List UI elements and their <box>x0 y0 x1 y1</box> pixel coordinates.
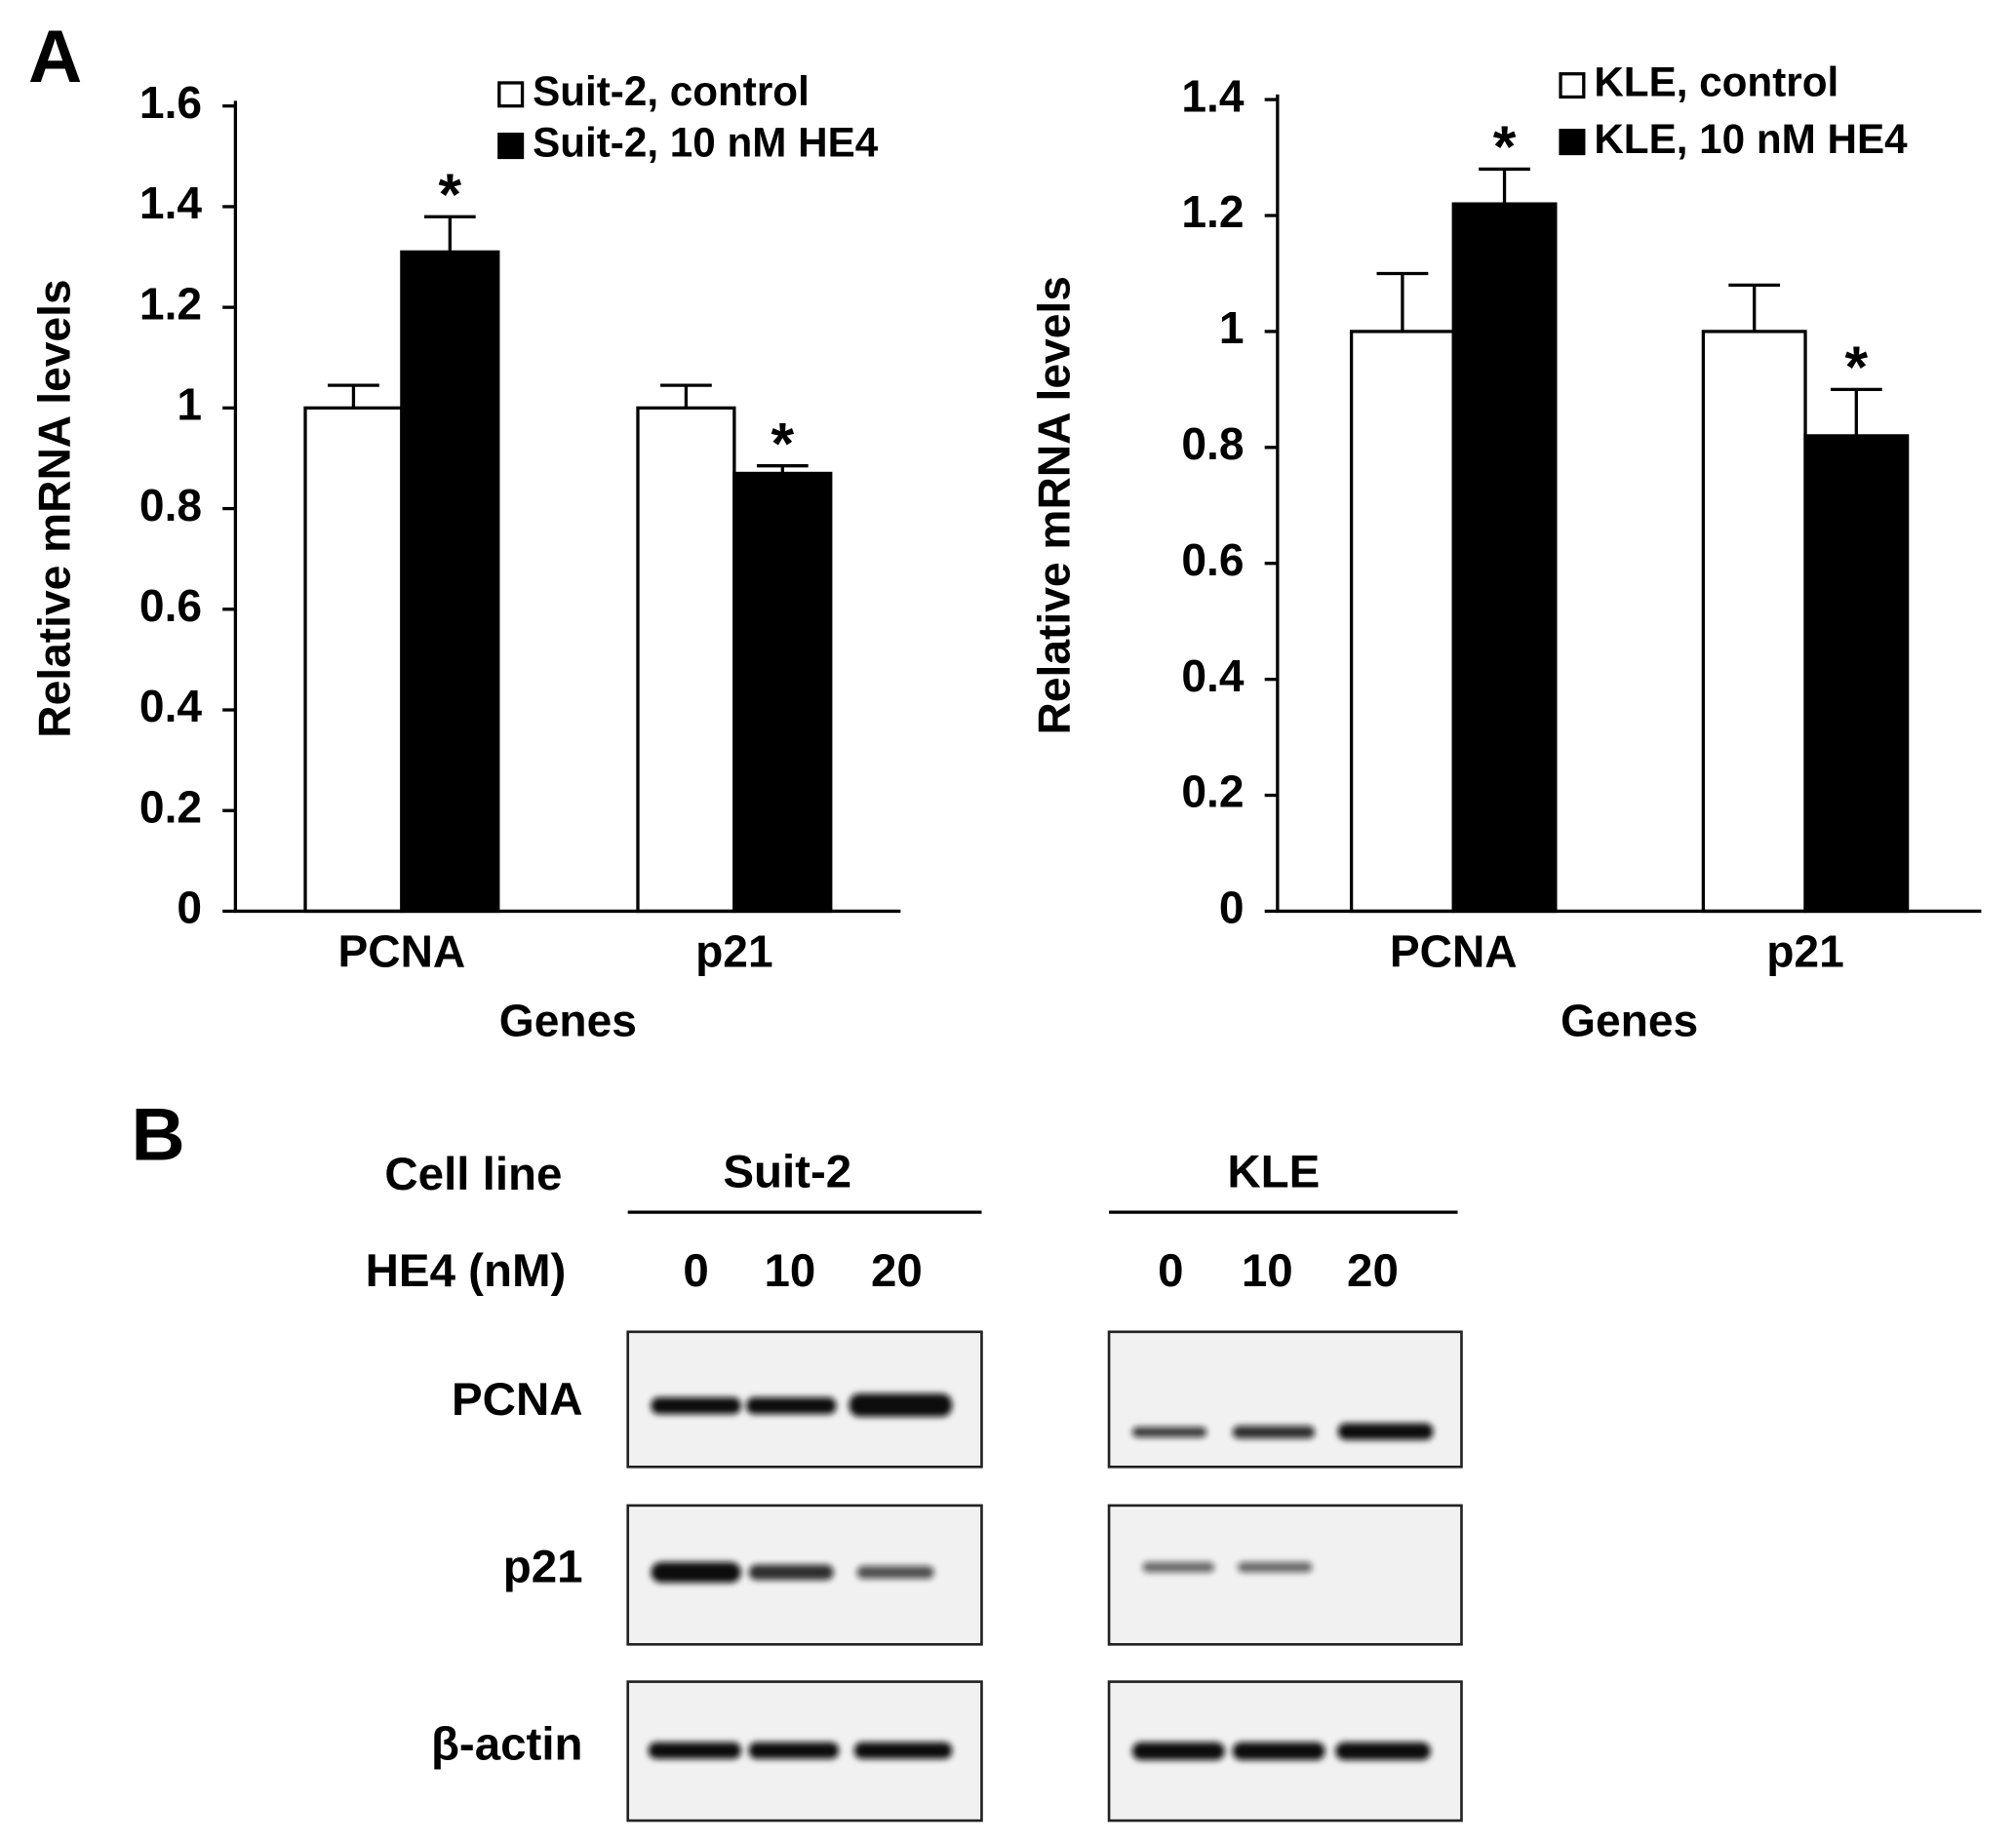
blot-group: KLE <box>1227 1146 1320 1197</box>
band <box>648 1742 741 1759</box>
bar <box>1451 202 1558 914</box>
bar <box>1701 330 1807 914</box>
y-tick-label: 0.6 <box>1181 534 1244 585</box>
blot-header: Cell line <box>384 1149 562 1200</box>
band <box>1131 1742 1225 1761</box>
band <box>1131 1427 1207 1437</box>
band <box>746 1397 837 1415</box>
y-tick-label: 0 <box>1219 882 1245 933</box>
panel-label: B <box>132 1093 185 1176</box>
band <box>1142 1561 1215 1573</box>
legend-swatch <box>1559 129 1586 156</box>
legend-label: Suit-2, 10 nM HE4 <box>533 120 879 166</box>
dose: 10 <box>1242 1245 1293 1297</box>
blot-group: Suit-2 <box>723 1146 851 1197</box>
protein-label: β-actin <box>431 1718 583 1770</box>
y-tick-label: 0.2 <box>1181 766 1244 817</box>
dose: 0 <box>683 1245 708 1297</box>
y-axis-label: Relative mRNA levels <box>29 279 80 737</box>
legend-swatch <box>497 81 525 108</box>
band <box>1232 1742 1325 1761</box>
blot-images <box>626 1330 1463 1823</box>
y-tick-label: 1.4 <box>1181 70 1244 121</box>
band <box>748 1564 834 1581</box>
dose: 20 <box>871 1245 923 1297</box>
legend-swatch <box>1559 72 1586 99</box>
error-bar <box>660 383 712 409</box>
y-tick-label: 1 <box>1219 302 1245 353</box>
dose: 0 <box>1158 1245 1183 1297</box>
axes <box>1276 94 1982 914</box>
error-bar <box>1479 167 1530 205</box>
y-tick-label: 1.4 <box>139 177 202 228</box>
panel-label: A <box>28 16 82 98</box>
legend-label: Suit-2, control <box>533 68 810 114</box>
x-tick-label: p21 <box>1766 925 1844 976</box>
error-bar <box>756 464 809 474</box>
protein-label: p21 <box>503 1541 583 1592</box>
protein-label: PCNA <box>452 1374 583 1426</box>
axes <box>233 100 901 914</box>
significance: * <box>439 161 462 227</box>
blot <box>1107 1504 1463 1646</box>
y-tick-label: 0.8 <box>1181 418 1244 469</box>
error-bar <box>1376 271 1429 332</box>
band <box>1335 1742 1431 1761</box>
x-tick-label: PCNA <box>1390 925 1518 976</box>
y-tick-label: 1 <box>177 379 202 430</box>
y-tick-label: 0.8 <box>139 480 202 530</box>
y-tick-label: 0.2 <box>139 781 202 832</box>
blot-header: HE4 (nM) <box>366 1245 567 1297</box>
band <box>651 1561 741 1584</box>
y-axis-label: Relative mRNA levels <box>1028 276 1079 734</box>
error-bar <box>328 383 379 409</box>
dose: 10 <box>765 1245 816 1297</box>
bar <box>732 471 833 914</box>
y-tick-label: 0.4 <box>1181 650 1244 701</box>
band <box>1232 1426 1316 1439</box>
x-axis-label: Genes <box>499 996 637 1046</box>
band <box>856 1565 934 1580</box>
y-tick-label: 1.6 <box>139 77 202 128</box>
x-tick-label: p21 <box>695 925 773 976</box>
band <box>651 1397 741 1415</box>
y-tick-label: 1.2 <box>139 278 202 329</box>
significance: * <box>771 410 795 476</box>
band <box>853 1742 953 1759</box>
band <box>1237 1561 1313 1573</box>
significance: * <box>1845 333 1869 400</box>
bar <box>1349 330 1455 914</box>
bar <box>1803 434 1910 914</box>
y-tick-label: 0.6 <box>139 580 202 631</box>
band <box>1337 1423 1434 1440</box>
error-bar <box>423 215 476 253</box>
bar <box>636 406 736 914</box>
bar <box>400 250 500 914</box>
bar <box>303 406 404 914</box>
blot <box>1107 1330 1463 1469</box>
x-tick-label: PCNA <box>337 925 465 976</box>
legend-swatch <box>497 133 525 160</box>
x-axis-label: Genes <box>1561 996 1698 1046</box>
legend-label: KLE, 10 nM HE4 <box>1594 116 1908 162</box>
y-tick-label: 0.4 <box>139 681 202 731</box>
band <box>849 1393 953 1417</box>
y-tick-label: 0 <box>177 882 202 933</box>
legend-label: KLE, control <box>1594 59 1838 105</box>
error-bar <box>1728 283 1781 332</box>
significance: * <box>1493 113 1517 179</box>
band <box>748 1742 840 1759</box>
y-tick-label: 1.2 <box>1181 186 1244 237</box>
error-bar <box>1830 387 1882 436</box>
dose: 20 <box>1347 1245 1399 1297</box>
